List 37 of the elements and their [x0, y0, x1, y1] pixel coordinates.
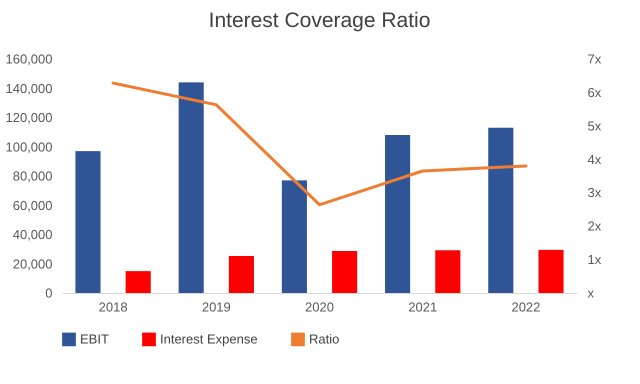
y-tick-label: 160,000: [6, 52, 52, 66]
bar: [538, 250, 564, 293]
y2-tick-label: 6x: [588, 84, 602, 100]
y2-tick-label: 4x: [588, 152, 602, 167]
y-tick-label: 100,000: [6, 139, 52, 154]
y2-tick-label: x: [588, 286, 594, 300]
y-tick-label: 60,000: [12, 198, 52, 213]
bar: [126, 271, 151, 293]
y-tick-label: 80,000: [12, 168, 52, 184]
bar: [228, 256, 254, 293]
y-tick-label: 0: [45, 286, 52, 300]
legend-label: Ratio: [309, 331, 340, 346]
bar: [332, 251, 358, 293]
y2-tick-label: 1x: [588, 252, 602, 268]
chart-title: Interest Coverage Ratio: [208, 9, 430, 32]
bar: [178, 82, 204, 293]
x-tick-label: 2020: [305, 300, 334, 314]
x-tick-label: 2021: [408, 300, 438, 314]
bar: [282, 180, 307, 293]
bar: [435, 250, 460, 293]
x-tick-label: 2022: [511, 300, 540, 314]
bar: [75, 151, 101, 293]
bar: [488, 128, 514, 293]
bar: [385, 135, 410, 293]
y-tick-label: 20,000: [12, 256, 52, 272]
line-series: [112, 82, 528, 206]
x-tick-label: 2019: [202, 300, 231, 314]
y-tick-label: 40,000: [12, 227, 52, 242]
y2-tick-label: 7x: [588, 52, 602, 66]
y2-tick-label: 5x: [588, 118, 602, 134]
y-tick-label: 120,000: [6, 110, 52, 125]
legend-label: Interest Expense: [160, 331, 258, 346]
x-tick-label: 2018: [98, 300, 128, 314]
legend-label: EBIT: [80, 331, 109, 346]
y2-tick-label: 2x: [588, 218, 602, 234]
y-tick-label: 140,000: [6, 80, 52, 96]
y2-tick-label: 3x: [588, 185, 602, 200]
